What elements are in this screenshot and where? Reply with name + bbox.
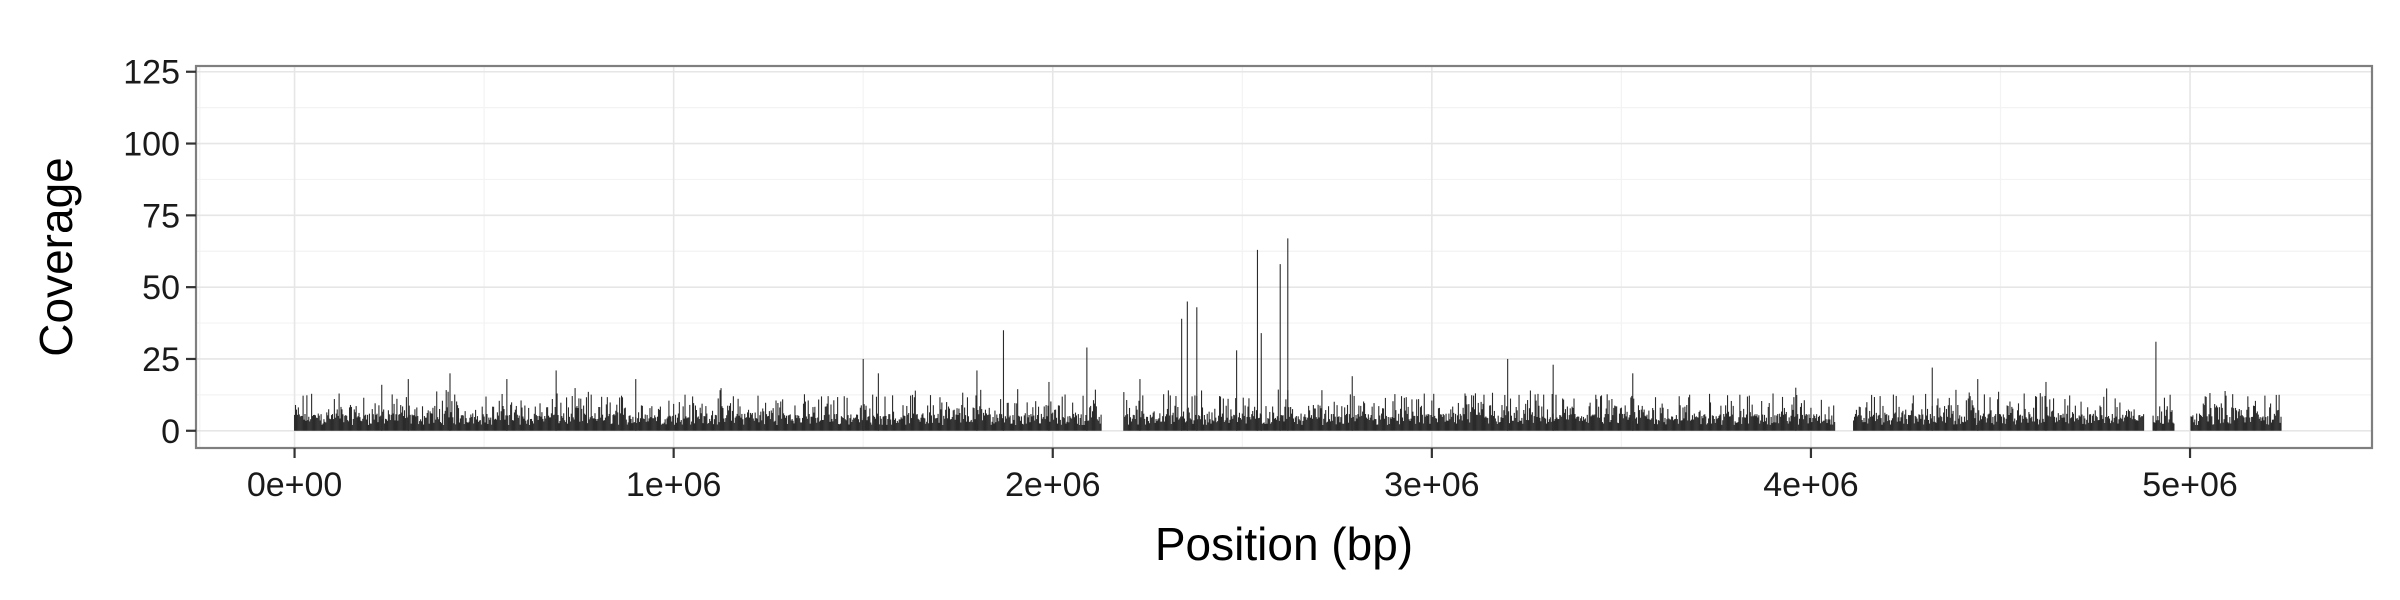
plot-panel-border: [194, 64, 2374, 450]
axis-ticks: 0 25 50 75 100 125 0e+00 1e+06 2e+06 3e+06 4e+06 5e…: [123, 54, 2238, 504]
x-tick-label: 5e+06: [2142, 466, 2238, 504]
y-tick-label: 75: [142, 197, 180, 235]
y-axis-title: Coverage: [30, 157, 82, 356]
x-tick-label: 3e+06: [1384, 466, 1480, 504]
x-tick-label: 1e+06: [626, 466, 722, 504]
coverage-bars: [294, 238, 2282, 431]
y-tick-label: 0: [161, 413, 180, 451]
x-tick-label: 0e+00: [247, 466, 343, 504]
x-axis-title: Position (bp): [1155, 518, 1413, 570]
y-tick-label: 50: [142, 269, 180, 307]
x-tick-label: 2e+06: [1005, 466, 1101, 504]
y-tick-label: 25: [142, 341, 180, 379]
x-tick-label: 4e+06: [1763, 466, 1859, 504]
y-tick-label: 125: [123, 54, 180, 92]
y-tick-label: 100: [123, 126, 180, 164]
